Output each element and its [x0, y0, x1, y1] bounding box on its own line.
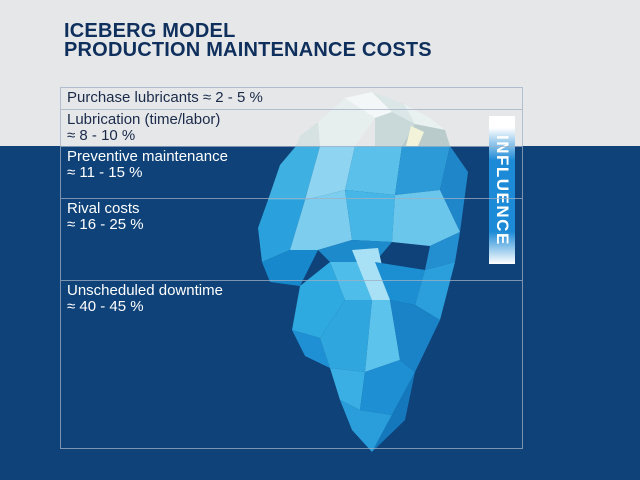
cost-row-label: Preventive maintenance — [67, 148, 228, 165]
influence-bar — [489, 116, 515, 264]
iceberg-keel — [292, 248, 455, 452]
title-line-1: ICEBERG MODEL — [64, 20, 236, 42]
cost-row-lubrication: Lubrication (time/labor) ≈ 8 - 10 % — [60, 109, 523, 146]
influence-label: INFLUENCE — [493, 134, 512, 246]
cost-row-purchase-lubricants: Purchase lubricants ≈ 2 - 5 % — [60, 87, 523, 109]
cost-row-rival-costs: Rival costs ≈ 16 - 25 % — [60, 198, 523, 280]
cost-row-label: Unscheduled downtime — [67, 282, 223, 299]
cost-row-value: ≈ 16 - 25 % — [67, 216, 144, 233]
page-title: ICEBERG MODEL PRODUCTION MAINTENANCE COS… — [64, 20, 432, 61]
cost-row-label: Lubrication (time/labor) — [67, 111, 221, 128]
iceberg-tip — [296, 92, 450, 146]
cost-row-unscheduled-downtime: Unscheduled downtime ≈ 40 - 45 % — [60, 280, 523, 449]
cost-row-preventive-maintenance: Preventive maintenance ≈ 11 - 15 % — [60, 146, 523, 198]
cost-row-value: ≈ 11 - 15 % — [67, 164, 143, 181]
cost-row-value: ≈ 8 - 10 % — [67, 127, 136, 144]
title-line-2: PRODUCTION MAINTENANCE COSTS — [64, 39, 432, 61]
cost-row-label: Purchase lubricants ≈ 2 - 5 % — [67, 89, 263, 106]
cost-row-label: Rival costs — [67, 200, 140, 217]
cost-row-value: ≈ 40 - 45 % — [67, 298, 144, 315]
